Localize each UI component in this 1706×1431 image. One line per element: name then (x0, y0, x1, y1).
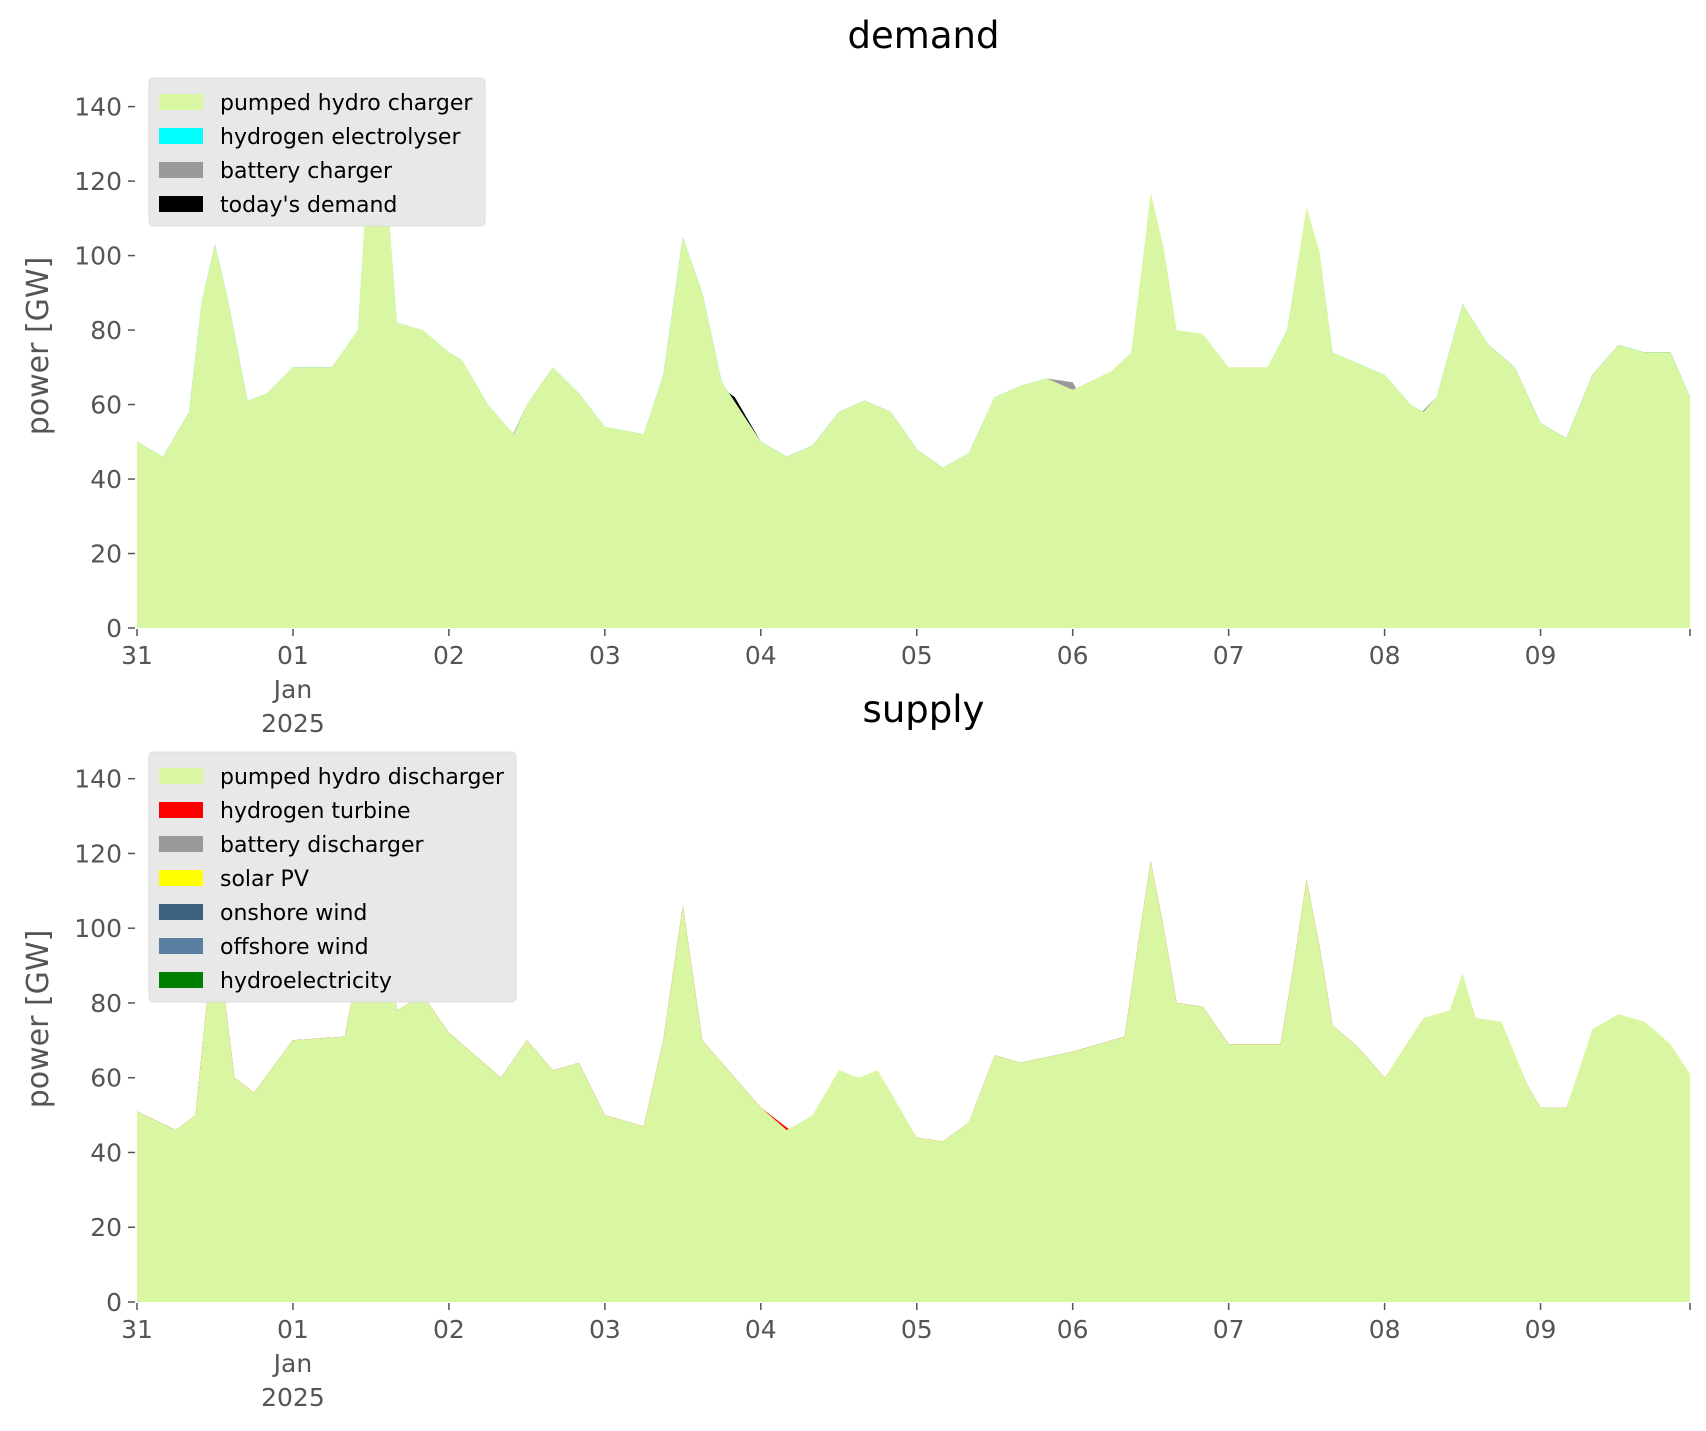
x-tick-label: 05 (901, 1315, 933, 1344)
legend-box (148, 77, 486, 227)
x-tick-sublabel: Jan (272, 675, 313, 704)
area-pumped-hydro-discharger (137, 778, 1690, 1302)
legend-label-pumped-hydro-discharger: pumped hydro discharger (220, 765, 505, 790)
x-axis: 31 01 Jan 2025 02 03 04 05 06 07 08 09 (121, 1303, 1691, 1412)
legend-label-battery-charger: battery charger (220, 159, 393, 184)
y-tick-label: 100 (74, 914, 122, 943)
chart-title: supply (863, 688, 985, 731)
x-tick-label: 04 (745, 1315, 777, 1344)
y-axis: 0 20 40 60 80 100 120 140 power [GW] (21, 93, 135, 643)
area-layers (137, 778, 1690, 1302)
x-axis: 31 01 Jan 2025 02 03 04 05 06 07 08 09 (121, 629, 1691, 738)
legend-label-solar-pv: solar PV (220, 867, 309, 892)
legend-swatch-hydroelectricity (159, 972, 203, 988)
legend-swatch-pumped-hydro-discharger (159, 768, 203, 784)
legend-label-hydroelectricity: hydroelectricity (220, 969, 392, 994)
y-tick-label: 0 (106, 614, 122, 643)
legend: pumped hydro charger hydrogen electrolyse… (148, 77, 486, 227)
x-tick-label: 31 (121, 1315, 153, 1344)
legend-label-pumped-hydro-charger: pumped hydro charger (220, 91, 473, 116)
x-tick-label: 02 (433, 641, 465, 670)
legend-label-hydrogen-turbine: hydrogen turbine (220, 799, 411, 824)
x-tick-label: 31 (121, 641, 153, 670)
y-tick-label: 60 (90, 391, 122, 420)
legend-swatch-solar-pv (159, 870, 203, 886)
y-tick-label: 140 (74, 93, 122, 122)
x-tick-label: 03 (589, 641, 621, 670)
x-tick-sublabel: 2025 (261, 1383, 325, 1412)
x-tick-label: 09 (1525, 641, 1557, 670)
y-tick-label: 0 (106, 1288, 122, 1317)
x-tick-label: 08 (1369, 641, 1401, 670)
y-tick-label: 120 (74, 839, 122, 868)
y-axis-label: power [GW] (21, 257, 56, 436)
legend-label-today-s-demand: today's demand (220, 193, 397, 218)
x-tick-label: 06 (1057, 1315, 1089, 1344)
legend-label-offshore-wind: offshore wind (220, 935, 369, 960)
x-tick-label: 04 (745, 641, 777, 670)
legend-label-battery-discharger: battery discharger (220, 833, 425, 858)
legend-box (148, 751, 517, 1003)
x-tick-label: 06 (1057, 641, 1089, 670)
legend-swatch-offshore-wind (159, 938, 203, 954)
y-tick-label: 140 (74, 765, 122, 794)
y-tick-label: 120 (74, 167, 122, 196)
legend-swatch-battery-charger (159, 162, 203, 178)
legend-swatch-hydrogen-electrolyser (159, 128, 203, 144)
x-tick-label: 07 (1213, 1315, 1245, 1344)
legend-swatch-pumped-hydro-charger (159, 94, 203, 110)
x-tick-label: 09 (1525, 1315, 1557, 1344)
legend-swatch-onshore-wind (159, 904, 203, 920)
legend-swatch-hydrogen-turbine (159, 802, 203, 818)
legend-swatch-battery-discharger (159, 836, 203, 852)
x-tick-sublabel: Jan (272, 1349, 313, 1378)
x-tick-sublabel: 2025 (261, 709, 325, 738)
legend: pumped hydro discharger hydrogen turbine b… (148, 751, 517, 1003)
y-tick-label: 20 (90, 540, 122, 569)
y-tick-label: 40 (90, 465, 122, 494)
x-tick-label: 03 (589, 1315, 621, 1344)
y-tick-label: 60 (90, 1064, 122, 1093)
x-tick-label: 07 (1213, 641, 1245, 670)
x-tick-label: 02 (433, 1315, 465, 1344)
chart-title: demand (848, 14, 1000, 57)
x-tick-label: 05 (901, 641, 933, 670)
legend-label-onshore-wind: onshore wind (220, 901, 367, 926)
legend-label-hydrogen-electrolyser: hydrogen electrolyser (220, 125, 461, 150)
y-axis: 0 20 40 60 80 100 120 140 power [GW] (21, 765, 135, 1317)
y-axis-label: power [GW] (21, 930, 56, 1109)
y-tick-label: 20 (90, 1213, 122, 1242)
x-tick-label: 08 (1369, 1315, 1401, 1344)
x-tick-label: 01 (277, 641, 309, 670)
y-tick-label: 80 (90, 316, 122, 345)
area-pumped-hydro-charger (137, 117, 1690, 629)
x-tick-label: 01 (277, 1315, 309, 1344)
y-tick-label: 80 (90, 989, 122, 1018)
y-tick-label: 40 (90, 1138, 122, 1167)
legend-swatch-today-s-demand (159, 196, 203, 212)
y-tick-label: 100 (74, 242, 122, 271)
area-layers (137, 117, 1690, 629)
